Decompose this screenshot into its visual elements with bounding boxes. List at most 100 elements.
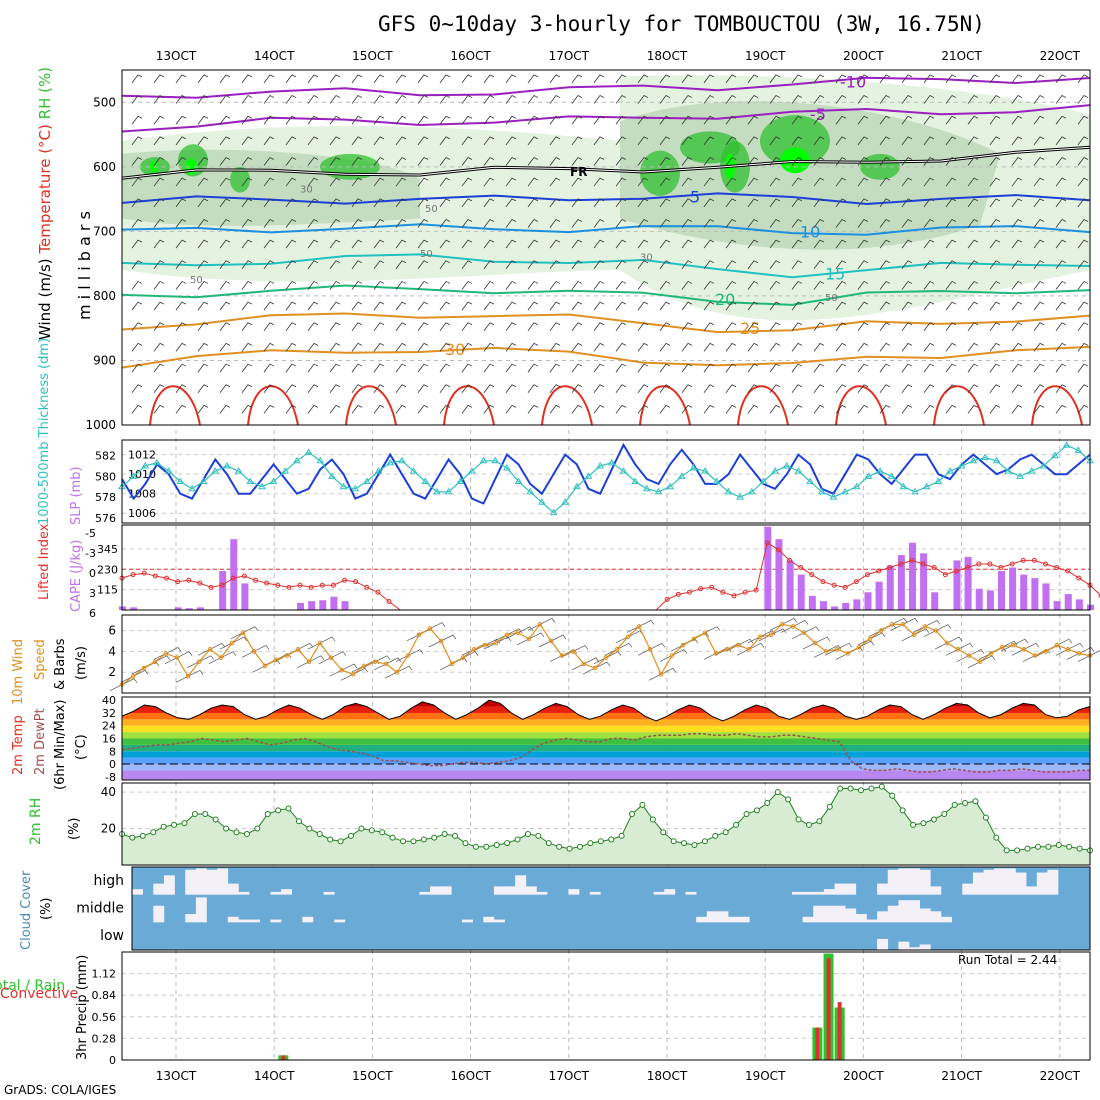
rh2m-point	[1014, 847, 1021, 854]
rh2m-point	[826, 803, 833, 810]
wind-barb	[923, 218, 935, 228]
wind-barb	[219, 301, 231, 311]
wind-barb	[439, 218, 451, 228]
wind-barb	[879, 342, 891, 352]
wind-barb	[571, 239, 583, 249]
wind-barb	[439, 280, 451, 290]
thickness-point	[724, 487, 733, 495]
cloud-bar	[909, 900, 920, 923]
thickness-point	[526, 487, 535, 495]
cloud-bar	[132, 889, 143, 895]
wind-barb	[901, 218, 913, 228]
x-tick-label-top: 19OCT	[745, 49, 786, 63]
slp-line	[121, 442, 1091, 505]
wind-barb	[615, 384, 627, 393]
wind-barb	[395, 74, 407, 84]
wind-barb	[483, 74, 495, 84]
wind-barb	[879, 301, 891, 311]
wind-barb	[923, 157, 935, 166]
wind-barb	[395, 115, 407, 125]
wind-barb	[285, 239, 297, 249]
wind-barb	[351, 404, 363, 414]
wind-barb	[659, 115, 671, 125]
wind-barb	[373, 260, 385, 270]
wind-barb	[461, 177, 473, 187]
rh-contour-label: 30	[300, 185, 313, 196]
wind-barb	[285, 198, 297, 208]
wind-barb	[593, 218, 605, 228]
wind-barb	[175, 218, 187, 228]
precip-frame	[121, 951, 1091, 1061]
rh2m-point	[306, 825, 313, 832]
wind-barb	[725, 177, 737, 187]
wind-barb	[505, 157, 517, 166]
cloud-bar	[1015, 872, 1027, 895]
isotherm-label: 30	[445, 340, 465, 359]
wind-barb	[219, 404, 231, 414]
wind-barb	[791, 115, 803, 125]
wind-barb	[615, 239, 627, 249]
wind-barb	[1011, 384, 1023, 393]
thickness-point	[794, 467, 803, 474]
wind-barb	[835, 115, 847, 125]
wind-barb	[571, 218, 583, 228]
wind-barb	[1033, 322, 1045, 332]
wind-barb	[747, 157, 759, 166]
wind-barb	[527, 404, 539, 414]
wind-barb	[483, 115, 495, 125]
thickness-point	[981, 453, 989, 461]
wind-barb	[835, 95, 847, 104]
cloud-bar	[866, 919, 878, 923]
wind-barb	[703, 218, 715, 228]
credit-text: GrADS: COLA/IGES	[4, 1083, 117, 1097]
wind10-barb	[648, 667, 677, 681]
wind-barb	[725, 74, 737, 84]
wind-barbs	[131, 74, 1089, 414]
wind-barb	[659, 239, 671, 249]
lifted-point	[1020, 557, 1026, 563]
y-tick-label: 800	[93, 289, 116, 303]
wind-barb	[549, 322, 561, 332]
isotherm-label: FR	[570, 165, 587, 179]
wind-barb	[285, 404, 297, 414]
wind-barb	[175, 260, 187, 270]
wind10-point	[570, 649, 576, 654]
wind-barb	[483, 404, 495, 414]
rh-contour-label: 30	[640, 252, 653, 263]
wind-barb	[417, 74, 429, 84]
thickness-point	[572, 482, 581, 490]
wind-barb	[505, 322, 517, 332]
wind-barb	[835, 136, 847, 146]
wind-barb	[439, 301, 451, 311]
wind-barb	[219, 136, 231, 146]
cloud-frame	[131, 866, 1091, 951]
wind10-point	[449, 661, 455, 667]
wind10-barb	[428, 634, 457, 648]
wind-barb	[241, 384, 253, 393]
wind-barb	[835, 157, 847, 166]
cloud-bar	[589, 891, 601, 895]
wind-barb	[945, 74, 957, 84]
rh2m-point	[733, 821, 740, 828]
wind10-point	[911, 632, 917, 638]
cloud-bar	[195, 868, 207, 895]
thickness-point	[433, 487, 441, 495]
cloud-bar	[738, 916, 750, 923]
wind-barb	[439, 95, 451, 104]
wind-barb	[615, 322, 627, 332]
cloud-bar	[834, 905, 846, 923]
wind-barb	[725, 280, 737, 290]
thickness-point	[969, 456, 978, 464]
cape-bar	[1020, 574, 1028, 610]
rh-contour-label: 50	[420, 249, 433, 260]
wind-barb	[879, 404, 891, 414]
wind-barb	[285, 115, 297, 125]
isotherm-label: -5	[810, 105, 826, 124]
wind10-barb	[659, 649, 688, 662]
wind-barb	[417, 198, 429, 208]
lifted-point	[208, 584, 214, 590]
wind10-barb	[967, 655, 996, 669]
rh2m-point	[327, 836, 334, 843]
thickness-point	[258, 482, 266, 490]
